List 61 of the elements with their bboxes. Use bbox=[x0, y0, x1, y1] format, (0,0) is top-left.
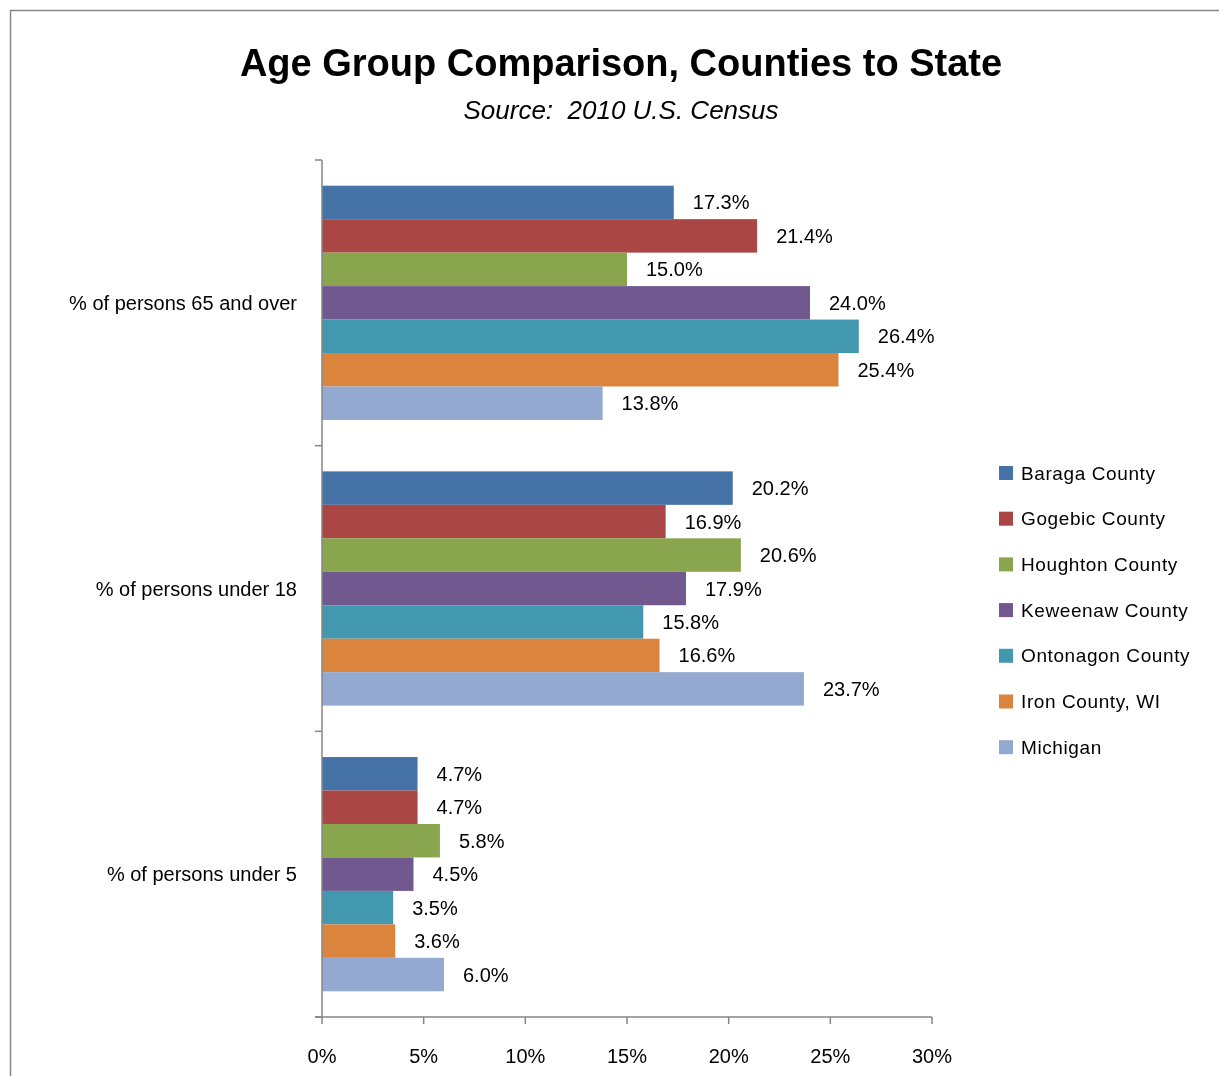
data-label: 6.0% bbox=[463, 963, 509, 986]
data-label: 3.6% bbox=[414, 930, 460, 953]
data-label: 5.8% bbox=[458, 829, 505, 852]
bar bbox=[322, 504, 666, 539]
bar bbox=[322, 757, 418, 791]
legend-label: Houghton County bbox=[1021, 554, 1178, 576]
bar bbox=[322, 672, 804, 706]
x-tick-label: 20% bbox=[708, 1045, 749, 1067]
data-label: 25.4% bbox=[857, 358, 915, 381]
data-label: 4.7% bbox=[436, 796, 483, 819]
bar bbox=[322, 353, 839, 387]
bar bbox=[322, 219, 758, 253]
data-label: 26.4% bbox=[877, 325, 935, 348]
data-label: 16.9% bbox=[684, 510, 742, 533]
data-label: 3.5% bbox=[412, 896, 458, 919]
bar bbox=[322, 471, 733, 505]
data-label: 4.5% bbox=[432, 863, 479, 886]
data-label: 13.8% bbox=[621, 392, 679, 415]
x-tick-label: 15% bbox=[606, 1045, 648, 1067]
bar bbox=[322, 924, 396, 958]
x-tick-label: 25% bbox=[810, 1045, 851, 1067]
data-label: 23.7% bbox=[822, 677, 880, 700]
y-tick-label: % of persons under 18 bbox=[95, 577, 297, 600]
data-label: 17.3% bbox=[692, 191, 750, 214]
bar bbox=[322, 386, 603, 420]
data-label: 4.7% bbox=[436, 762, 483, 785]
bar bbox=[322, 605, 644, 639]
legend-label: Baraga County bbox=[1021, 462, 1156, 484]
bar bbox=[322, 857, 414, 891]
bar bbox=[322, 823, 440, 858]
legend-label: Keweenaw County bbox=[1021, 599, 1189, 621]
data-label: 20.2% bbox=[751, 477, 809, 500]
y-tick-label: % of persons 65 and over bbox=[69, 291, 298, 314]
bar bbox=[322, 638, 660, 673]
chart-subtitle: Source: 2010 U.S. Census bbox=[463, 95, 779, 125]
x-tick-label: 30% bbox=[911, 1045, 953, 1067]
x-tick-label: 10% bbox=[505, 1045, 546, 1067]
bar bbox=[322, 286, 810, 320]
data-label: 20.6% bbox=[759, 544, 817, 567]
legend-label: Iron County, WI bbox=[1021, 691, 1161, 713]
bar bbox=[322, 538, 741, 572]
legend-label: Ontonagon County bbox=[1021, 645, 1191, 667]
data-label: 15.0% bbox=[646, 258, 703, 281]
bar bbox=[322, 571, 686, 606]
data-label: 16.6% bbox=[678, 644, 736, 667]
bar bbox=[322, 890, 394, 925]
x-tick-label: 0% bbox=[307, 1045, 337, 1067]
x-tick-label: 5% bbox=[409, 1045, 439, 1067]
legend-label: Michigan bbox=[1021, 736, 1102, 758]
bar bbox=[322, 185, 674, 220]
bar bbox=[322, 319, 859, 354]
bar bbox=[322, 957, 444, 992]
data-label: 15.8% bbox=[662, 610, 720, 633]
bar bbox=[322, 252, 627, 287]
data-label: 24.0% bbox=[829, 291, 886, 314]
y-tick-label: % of persons under 5 bbox=[106, 863, 297, 886]
data-label: 17.9% bbox=[704, 577, 762, 600]
data-label: 21.4% bbox=[776, 224, 834, 247]
legend-label: Gogebic County bbox=[1021, 508, 1166, 530]
bar bbox=[322, 790, 418, 824]
chart-title: Age Group Comparison, Counties to State bbox=[239, 42, 1003, 84]
